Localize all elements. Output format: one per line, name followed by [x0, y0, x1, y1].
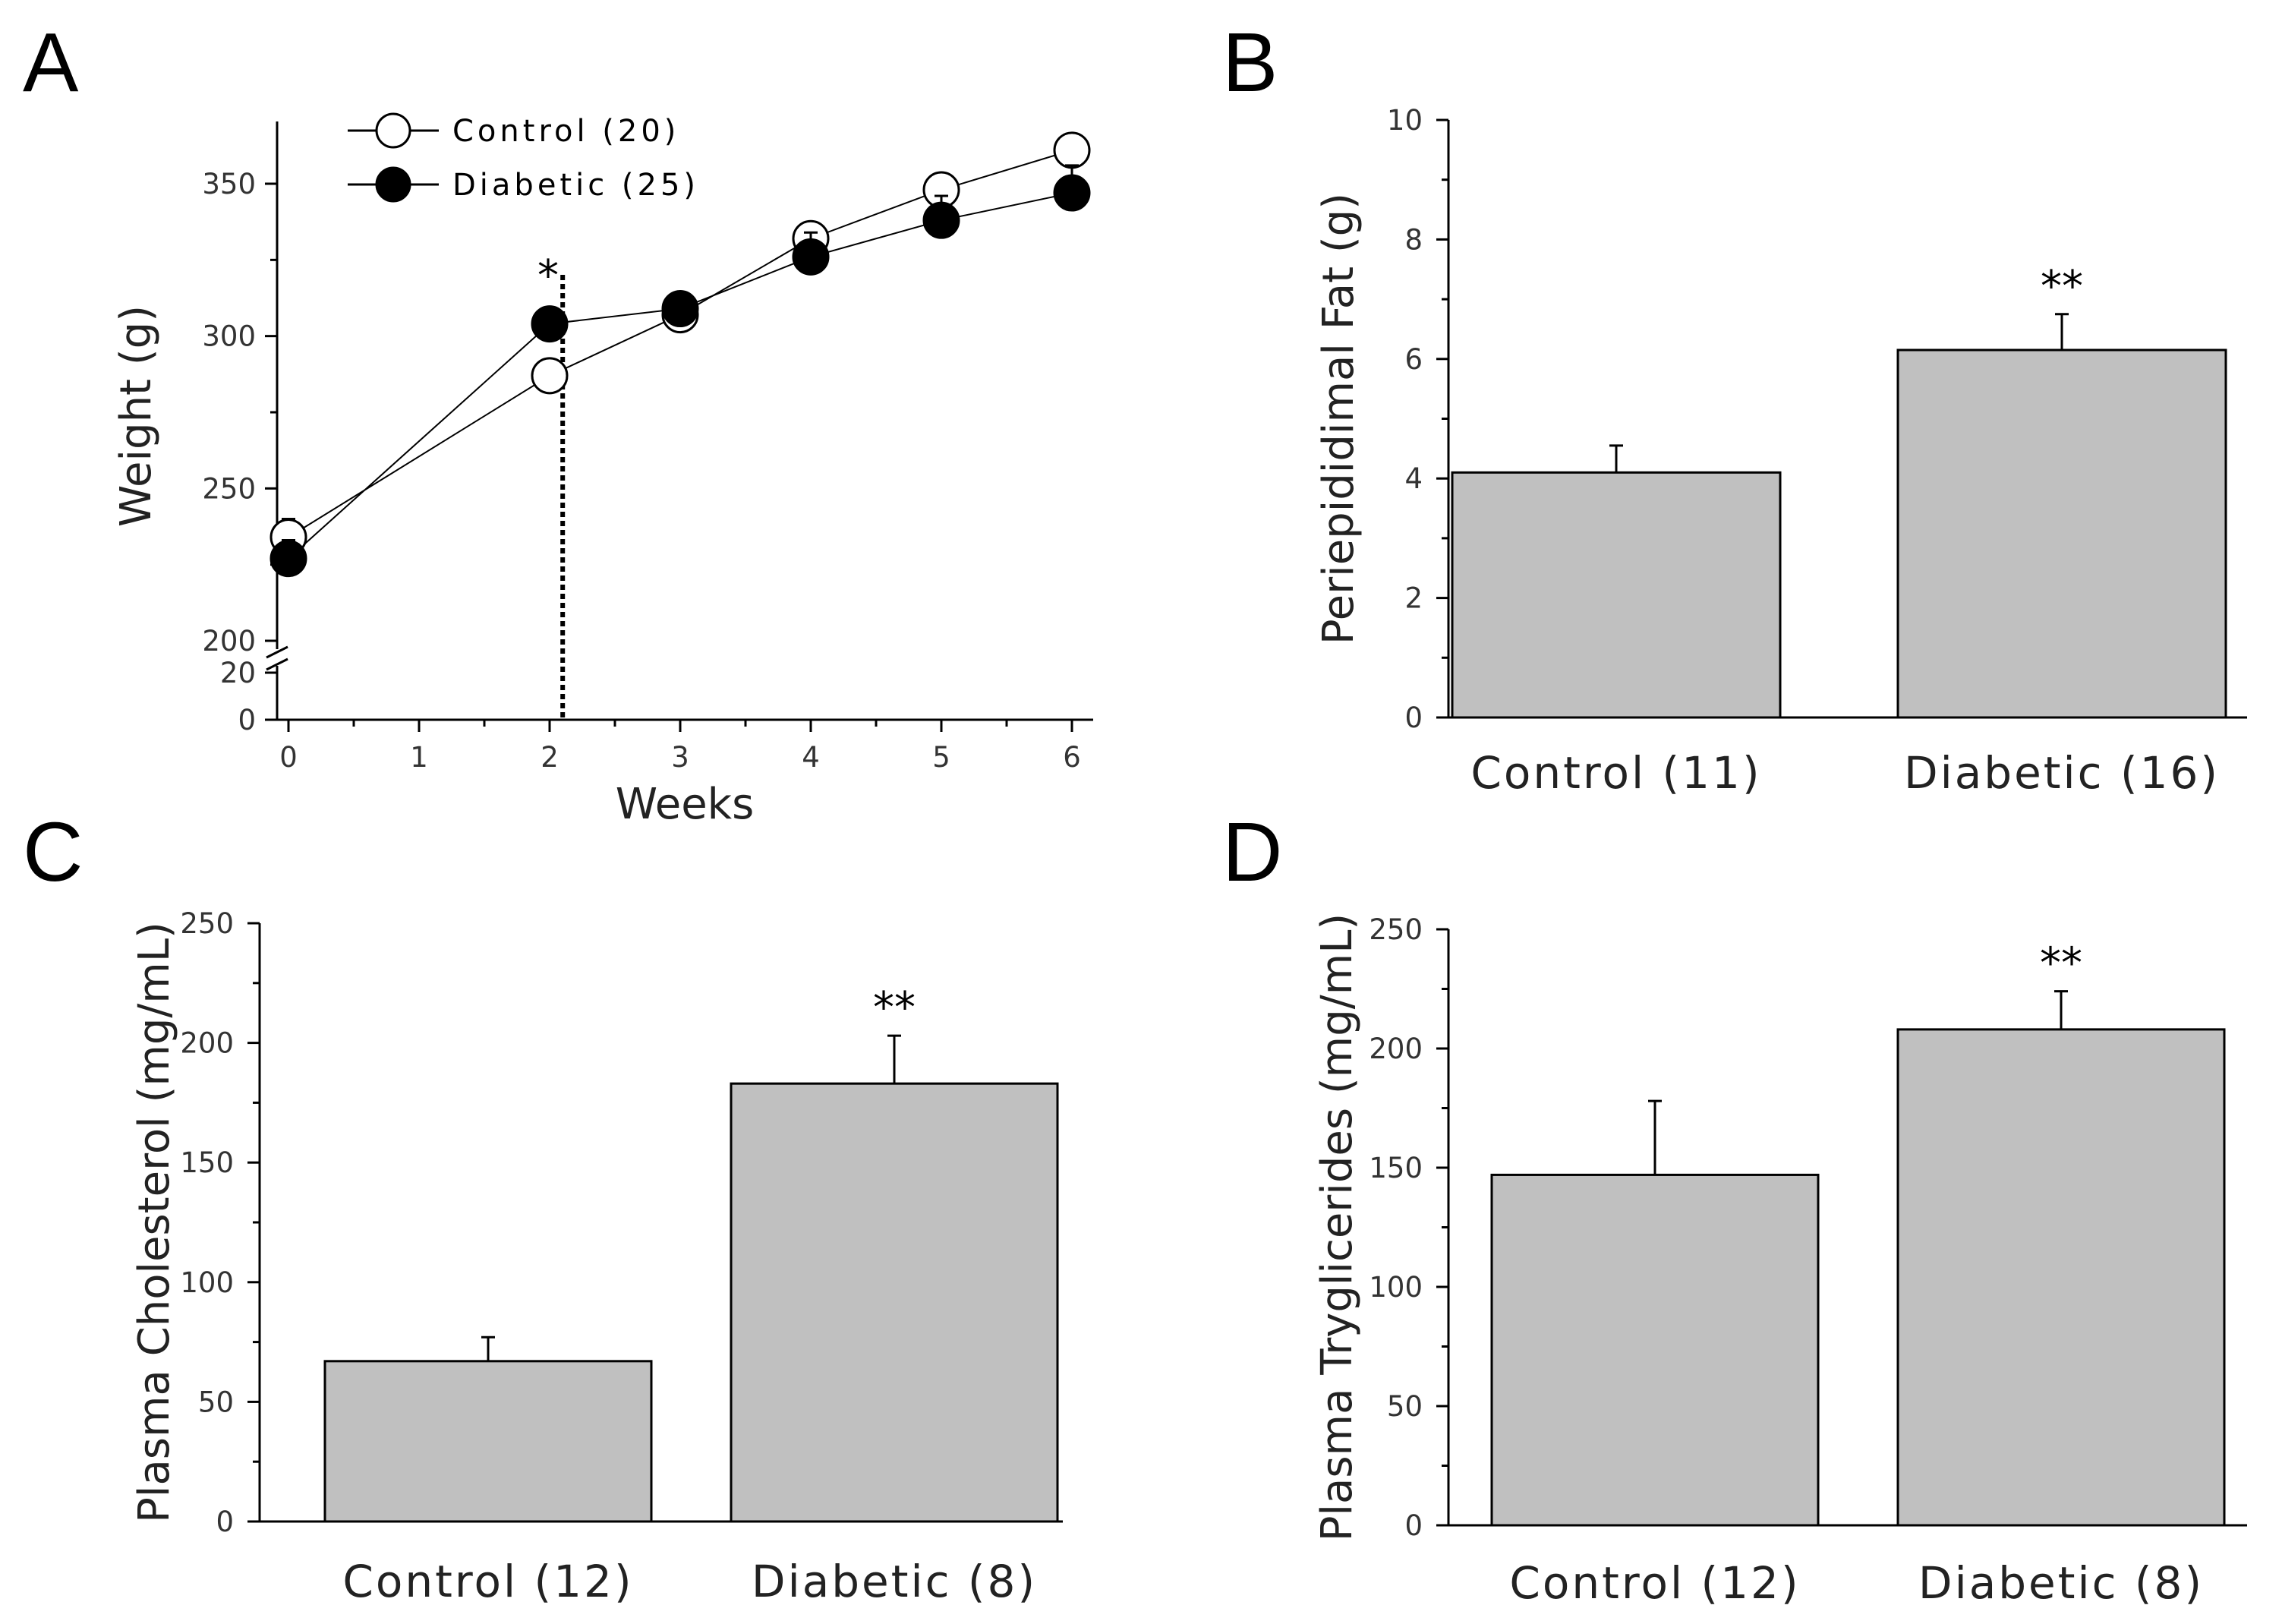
y-axis-label: Plasma Tryglicerides (mg/mL): [1313, 913, 1362, 1542]
x-tick-label: 4: [802, 741, 820, 774]
category-label: Control (11): [1470, 747, 1761, 799]
y-tick-label: 100: [180, 1266, 234, 1299]
y-tick-label: 0: [216, 1506, 234, 1538]
bar-diabetic: [1896, 348, 2227, 719]
category-label: Diabetic (16): [1904, 747, 2220, 799]
axis-break-mark: [266, 645, 288, 659]
y-axis-label: Weight (g): [112, 305, 161, 527]
data-point-control: [531, 357, 569, 395]
y-tick-label: 0: [1404, 1509, 1423, 1542]
data-point-diabetic: [269, 540, 307, 578]
y-tick-label: 150: [1369, 1152, 1423, 1184]
y-tick-label: 100: [1369, 1271, 1423, 1304]
legend-marker: [375, 112, 411, 149]
y-tick-label: 0: [1404, 702, 1423, 734]
y-tick-label: 20: [220, 657, 256, 689]
y-tick-label: 50: [198, 1386, 234, 1418]
x-axis-label: Weeks: [616, 780, 755, 829]
data-point-diabetic: [531, 305, 569, 343]
bar-control: [1490, 1173, 1820, 1527]
y-tick-label: 250: [1369, 913, 1423, 946]
chart-panel-b: 0 2 4 6 8 10 Periepididimal Fat (g) Control (11…: [1314, 104, 2247, 799]
axis-break-mark: [266, 657, 288, 671]
significance-marker: **: [2041, 262, 2083, 311]
data-point-diabetic: [792, 238, 830, 276]
y-tick-label: 200: [202, 625, 256, 657]
bar-diabetic: [730, 1082, 1059, 1523]
bar-diabetic: [1896, 1028, 2226, 1527]
significance-marker: **: [2040, 939, 2082, 989]
y-tick-label: 300: [202, 320, 256, 353]
category-label: Diabetic (8): [752, 1556, 1037, 1607]
panel-letter-b: B: [1222, 16, 1278, 109]
y-axis-label: Plasma Cholesterol (mg/mL): [130, 922, 179, 1523]
x-tick-label: 2: [541, 741, 559, 774]
significance-marker: *: [537, 251, 559, 301]
y-tick-label: 250: [180, 907, 234, 940]
x-tick-label: 6: [1063, 741, 1081, 774]
y-tick-label: 250: [202, 472, 256, 505]
y-tick-label: 10: [1387, 104, 1423, 137]
panel-letter-c: C: [23, 806, 83, 899]
series-line-control: [288, 149, 1073, 538]
y-tick-label: 4: [1404, 462, 1423, 495]
y-tick-label: 6: [1404, 343, 1423, 376]
bar-control: [1451, 471, 1782, 719]
data-point-diabetic: [661, 290, 699, 328]
y-tick-label: 0: [238, 704, 256, 736]
y-tick-label: 200: [1369, 1033, 1423, 1065]
series-line-diabetic: [288, 192, 1073, 560]
legend-marker: [375, 166, 411, 203]
x-tick-label: 3: [671, 741, 689, 774]
y-tick-label: 2: [1404, 582, 1423, 615]
y-tick-label: 8: [1404, 223, 1423, 256]
panel-letter-d: D: [1222, 806, 1282, 899]
x-tick-label: 1: [410, 741, 428, 774]
category-label: Diabetic (8): [1918, 1557, 2204, 1609]
significance-marker: **: [873, 983, 916, 1033]
legend-label: Control (20): [452, 114, 679, 149]
y-tick-label: 50: [1387, 1390, 1423, 1423]
category-label: Control (12): [1509, 1557, 1800, 1609]
data-point-diabetic: [1053, 174, 1091, 212]
legend-label: Diabetic (25): [452, 168, 699, 203]
data-point-diabetic: [922, 201, 960, 239]
y-tick-label: 350: [202, 168, 256, 200]
x-tick-label: 5: [932, 741, 950, 774]
category-label: Control (12): [342, 1556, 633, 1607]
x-tick-label: 0: [279, 741, 298, 774]
y-tick-label: 150: [180, 1146, 234, 1179]
bar-control: [323, 1360, 653, 1523]
y-axis-label: Periepididimal Fat (g): [1314, 193, 1363, 645]
data-point-control: [1053, 131, 1091, 169]
panel-letter-a: A: [23, 16, 79, 109]
y-tick-label: 200: [180, 1027, 234, 1060]
